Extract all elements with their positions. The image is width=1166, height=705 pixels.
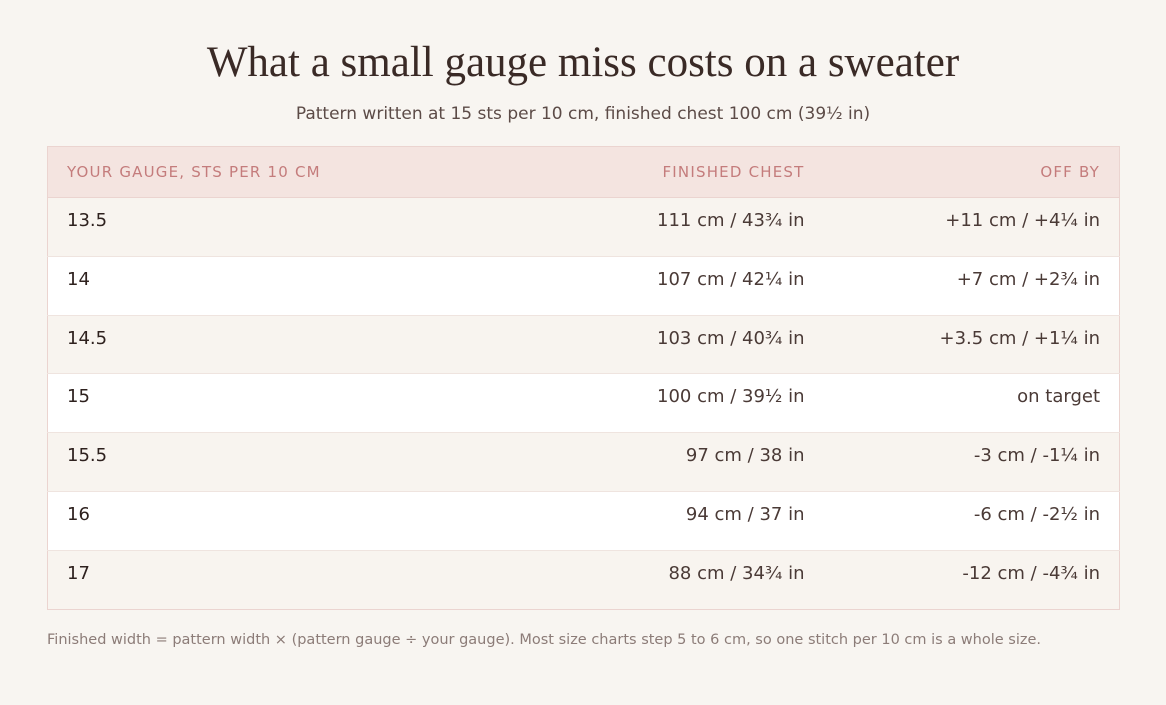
table-row: 14.5 103 cm / 40¾ in +3.5 cm / +1¼ in	[47, 314, 1120, 374]
table-cell: -3 cm / -1¼ in	[823, 432, 1120, 492]
column-header: OFF BY	[823, 146, 1120, 198]
table-cell: 17	[47, 549, 448, 610]
table-cell: 14	[47, 255, 448, 316]
table-row: 17 88 cm / 34¾ in -12 cm / -4¾ in	[47, 549, 1120, 610]
table-body: 13.5 111 cm / 43¾ in +11 cm / +4¼ in 14 107 …	[47, 197, 1120, 610]
header-row: YOUR GAUGE, STS PER 10 CM FINISHED CHEST O…	[47, 146, 1120, 198]
table-cell: 94 cm / 37 in	[447, 490, 824, 551]
column-header: FINISHED CHEST	[447, 146, 824, 198]
table-cell: on target	[823, 373, 1120, 433]
table-cell: 100 cm / 39½ in	[447, 373, 824, 433]
table-cell: 107 cm / 42¼ in	[447, 255, 824, 316]
table-cell: -12 cm / -4¾ in	[823, 549, 1120, 610]
column-header: YOUR GAUGE, STS PER 10 CM	[47, 146, 448, 198]
table-cell: +7 cm / +2¾ in	[823, 255, 1120, 316]
table-cell: 13.5	[47, 197, 448, 257]
table-row: 16 94 cm / 37 in -6 cm / -2½ in	[47, 490, 1120, 551]
footnote: Finished width = pattern width × (patter…	[47, 632, 1042, 648]
table-cell: 97 cm / 38 in	[447, 432, 824, 492]
table-cell: 15.5	[47, 432, 448, 492]
table-cell: 88 cm / 34¾ in	[447, 549, 824, 610]
table-cell: 15	[47, 373, 448, 433]
table-cell: 14.5	[47, 314, 448, 374]
table-cell: 16	[47, 490, 448, 551]
table-row: 15 100 cm / 39½ in on target	[47, 373, 1120, 433]
title: What a small gauge miss costs on a sweat…	[206, 39, 960, 86]
table-cell: +3.5 cm / +1¼ in	[823, 314, 1120, 374]
table-row: 13.5 111 cm / 43¾ in +11 cm / +4¼ in	[47, 197, 1120, 257]
subtitle: Pattern written at 15 sts per 10 cm, fin…	[295, 104, 871, 124]
table-head: YOUR GAUGE, STS PER 10 CM FINISHED CHEST O…	[47, 146, 1120, 198]
table-cell: -6 cm / -2½ in	[823, 490, 1120, 551]
table-cell: +11 cm / +4¼ in	[823, 197, 1120, 257]
table-row: 14 107 cm / 42¼ in +7 cm / +2¾ in	[47, 255, 1120, 316]
table-row: 15.5 97 cm / 38 in -3 cm / -1¼ in	[47, 432, 1120, 492]
table-cell: 111 cm / 43¾ in	[447, 197, 824, 257]
gauge-table: YOUR GAUGE, STS PER 10 CM FINISHED CHEST O…	[47, 146, 1120, 610]
table-cell: 103 cm / 40¾ in	[447, 314, 824, 374]
